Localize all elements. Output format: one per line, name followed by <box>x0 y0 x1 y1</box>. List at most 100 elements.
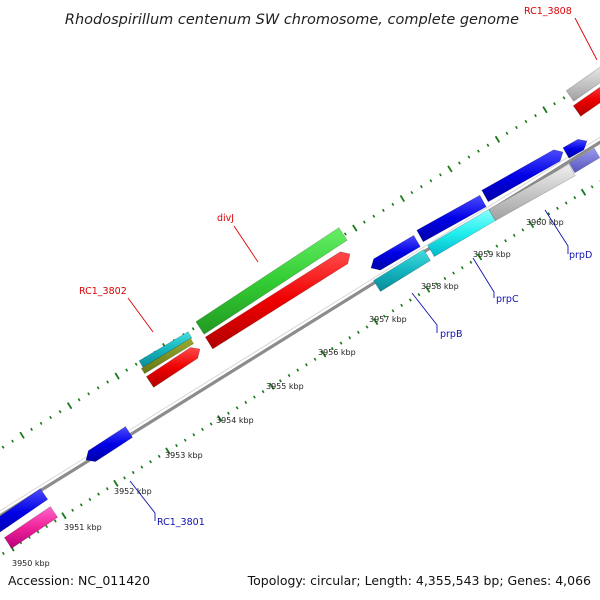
inner-minor-tick <box>140 465 144 469</box>
outer-minor-tick <box>419 185 423 189</box>
inner-minor-tick <box>261 390 265 394</box>
inner-major-tick <box>61 512 67 520</box>
outer-major-tick <box>399 194 406 203</box>
outer-minor-tick <box>505 131 509 135</box>
outer-major-tick <box>494 135 501 143</box>
inner-minor-tick <box>434 282 438 286</box>
gene-labels: RC1_3808 divJ RC1_3802 prpD prpC prpB RC… <box>79 6 592 528</box>
inner-minor-tick <box>330 346 334 351</box>
inner-minor-tick <box>244 400 248 405</box>
outer-minor-tick <box>106 380 110 384</box>
inner-minor-tick <box>573 195 577 200</box>
inner-minor-tick <box>296 368 300 372</box>
inner-minor-tick <box>1 551 5 556</box>
outer-major-tick <box>352 224 358 232</box>
gene-red-long <box>204 251 351 350</box>
inner-minor-tick <box>279 379 282 383</box>
inner-major-tick <box>424 285 431 293</box>
inner-minor-tick <box>79 503 83 507</box>
tick-label: 3958 kbp <box>421 282 459 291</box>
outer-minor-tick <box>87 392 91 396</box>
accession-text: Accession: NC_011420 <box>8 573 150 588</box>
inner-minor-tick <box>313 357 317 361</box>
gene-blue-prpb-top <box>370 234 421 271</box>
gene-top-right-blue <box>562 138 588 159</box>
inner-minor-tick <box>201 427 204 432</box>
outer-minor-tick <box>39 421 43 426</box>
inner-minor-tick <box>391 309 395 313</box>
inner-minor-tick <box>131 470 135 475</box>
outer-minor-tick <box>391 202 395 207</box>
label-leader-lines <box>127 17 598 521</box>
inner-major-tick <box>528 221 535 229</box>
outer-minor-tick <box>429 179 433 183</box>
inner-minor-tick <box>209 422 213 426</box>
tick-label: 3951 kbp <box>64 523 102 532</box>
inner-minor-tick <box>123 476 126 480</box>
inner-minor-tick <box>253 395 256 399</box>
outer-minor-tick <box>77 398 81 402</box>
outer-minor-tick <box>49 415 53 420</box>
inner-minor-tick <box>227 411 230 415</box>
outer-minor-tick <box>125 368 129 372</box>
leader-rc1-3801 <box>129 480 156 521</box>
gene-gray-long <box>488 163 576 222</box>
tick-label: 3955 kbp <box>266 382 304 391</box>
inner-minor-tick <box>157 454 161 458</box>
outer-minor-tick <box>30 427 33 431</box>
outer-minor-tick <box>96 386 100 390</box>
outer-major-tick <box>542 106 548 114</box>
inner-major-tick <box>476 253 483 261</box>
outer-minor-tick <box>58 409 62 414</box>
inner-minor-tick <box>417 293 421 297</box>
inner-major-tick <box>373 318 379 326</box>
inner-minor-tick <box>304 363 308 367</box>
inner-minor-tick <box>348 336 352 340</box>
inner-minor-tick <box>400 303 404 308</box>
inner-minor-tick <box>556 206 559 210</box>
inner-major-tick <box>580 188 587 196</box>
outer-minor-tick <box>11 439 14 443</box>
outer-minor-tick <box>515 125 518 130</box>
inner-minor-tick <box>105 487 109 491</box>
inner-major-tick <box>269 382 275 390</box>
inner-tick-track <box>1 180 600 556</box>
inner-minor-tick <box>538 217 542 221</box>
outer-major-tick <box>66 402 73 410</box>
outer-minor-tick <box>534 114 537 118</box>
outer-minor-tick <box>486 143 490 147</box>
gene-blue-3953 <box>85 426 133 462</box>
gene-label-rc1-3808: RC1_3808 <box>524 6 572 17</box>
gene-divj-green <box>195 227 348 335</box>
inner-minor-tick <box>486 249 490 254</box>
outer-minor-tick <box>477 149 480 153</box>
gene-label-prpd: prpD <box>569 250 592 261</box>
outer-minor-tick <box>524 119 528 124</box>
inner-major-tick <box>321 350 327 358</box>
inner-minor-tick <box>36 530 40 534</box>
gene-prpc-cyan <box>427 208 496 258</box>
gene-olive-small <box>140 337 195 375</box>
inner-minor-tick <box>504 239 507 243</box>
outer-minor-tick <box>134 362 138 366</box>
leader-divj <box>233 225 259 263</box>
inner-minor-tick <box>512 233 516 237</box>
inner-major-tick <box>113 479 119 487</box>
gene-label-divj: divJ <box>217 213 234 224</box>
gene-top-right-purple <box>568 147 600 174</box>
outer-minor-tick <box>438 173 442 177</box>
outer-major-tick <box>447 165 453 173</box>
inner-minor-tick <box>235 406 239 410</box>
genome-summary-text: Topology: circular; Length: 4,355,543 bp… <box>247 573 591 588</box>
inner-minor-tick <box>443 276 447 281</box>
gene-red-small <box>145 347 201 388</box>
gene-label-prpc: prpC <box>496 294 519 305</box>
inner-minor-tick <box>408 298 412 302</box>
outer-minor-tick <box>372 214 376 218</box>
inner-minor-tick <box>460 266 464 270</box>
gene-track <box>0 66 600 549</box>
outer-minor-tick <box>343 232 347 236</box>
outer-minor-tick <box>467 155 471 159</box>
tick-label-track: 3950 kbp 3951 kbp 3952 kbp 3953 kbp 3954 kbp… <box>12 218 564 568</box>
inner-minor-tick <box>356 330 360 334</box>
